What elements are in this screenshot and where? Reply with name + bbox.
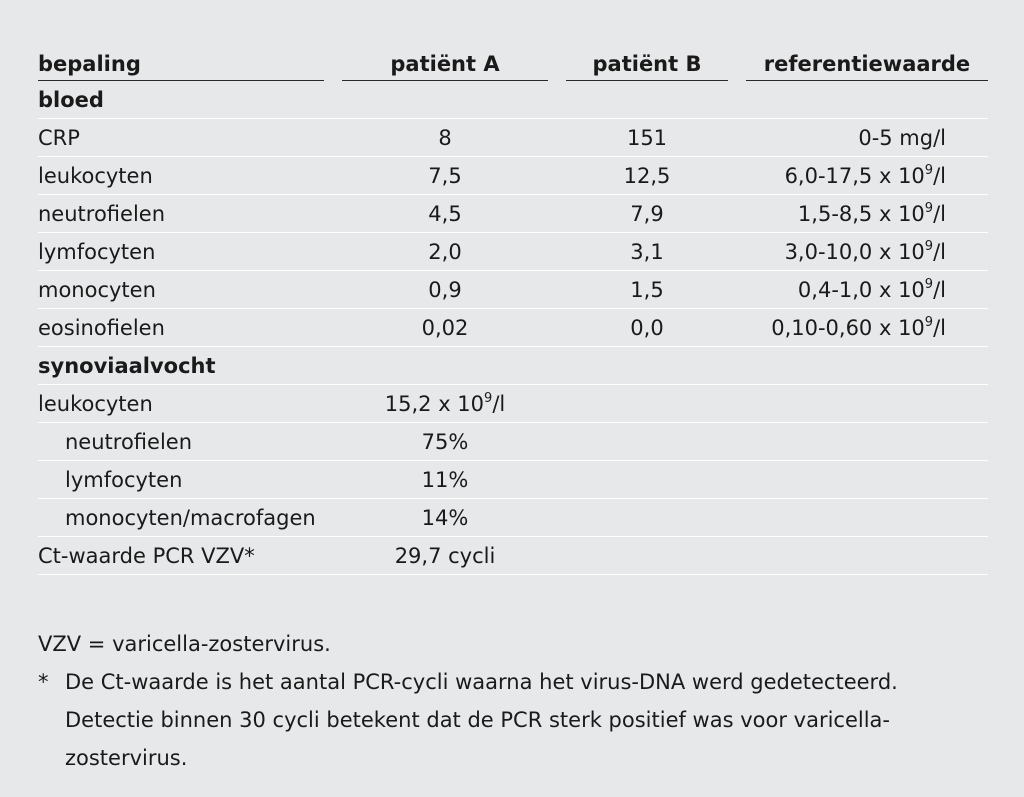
- row-name: neutrofielen: [38, 195, 324, 233]
- section-row-synoviaalvocht: synoviaalvocht: [38, 347, 988, 385]
- table-row: monocyten 0,9 1,5 0,4-1,0 x 109/l: [38, 271, 988, 309]
- row-name: monocyten: [38, 271, 324, 309]
- header-bepaling: bepaling: [38, 38, 324, 81]
- value-patient-a: 7,5: [342, 157, 548, 195]
- value-patient-a: 0,02: [342, 309, 548, 347]
- value-patient-a: 0,9: [342, 271, 548, 309]
- row-name: lymfocyten: [38, 461, 324, 499]
- table-row: leukocyten 7,5 12,5 6,0-17,5 x 109/l: [38, 157, 988, 195]
- table-row: lymfocyten 11%: [38, 461, 988, 499]
- row-name: monocyten/macrofagen: [38, 499, 324, 537]
- table-row: neutrofielen 75%: [38, 423, 988, 461]
- abbreviation-note: VZV = varicella-zostervirus.: [38, 632, 331, 656]
- footnote-mark: *: [38, 670, 49, 694]
- lab-results-panel: bepaling patiënt A patiënt B referentiew…: [38, 38, 988, 777]
- reference-value: 6,0-17,5 x 109/l: [746, 157, 988, 195]
- value-patient-b: 7,9: [566, 195, 728, 233]
- row-name: lymfocyten: [38, 233, 324, 271]
- row-name: Ct-waarde PCR VZV*: [38, 537, 324, 575]
- value-patient-a: 8: [342, 119, 548, 157]
- header-referentiewaarde: referentiewaarde: [746, 38, 988, 81]
- table-row: lymfocyten 2,0 3,1 3,0-10,0 x 109/l: [38, 233, 988, 271]
- value-patient-a: 14%: [342, 499, 548, 537]
- reference-value: 3,0-10,0 x 109/l: [746, 233, 988, 271]
- value-patient-b: 12,5: [566, 157, 728, 195]
- reference-value: 0,4-1,0 x 109/l: [746, 271, 988, 309]
- table-row: leukocyten 15,2 x 109/l: [38, 385, 988, 423]
- table-header-row: bepaling patiënt A patiënt B referentiew…: [38, 38, 988, 81]
- row-name: neutrofielen: [38, 423, 324, 461]
- value-patient-a: 2,0: [342, 233, 548, 271]
- row-name: leukocyten: [38, 385, 324, 423]
- reference-value: 0-5 mg/l: [746, 119, 988, 157]
- section-title: synoviaalvocht: [38, 347, 988, 385]
- table-row: CRP 8 151 0-5 mg/l: [38, 119, 988, 157]
- value-patient-a: 15,2 x 109/l: [342, 385, 548, 423]
- value-patient-a: 4,5: [342, 195, 548, 233]
- value-patient-a: 11%: [342, 461, 548, 499]
- value-patient-a: 29,7 cycli: [342, 537, 548, 575]
- value-patient-b: 151: [566, 119, 728, 157]
- footnotes: VZV = varicella-zostervirus. * De Ct-waa…: [38, 625, 988, 777]
- table-row: eosinofielen 0,02 0,0 0,10-0,60 x 109/l: [38, 309, 988, 347]
- row-name: CRP: [38, 119, 324, 157]
- footnote: * De Ct-waarde is het aantal PCR-cycli w…: [38, 663, 988, 777]
- header-patient-b: patiënt B: [566, 38, 728, 81]
- value-patient-b: 0,0: [566, 309, 728, 347]
- table-row: Ct-waarde PCR VZV* 29,7 cycli: [38, 537, 988, 575]
- section-row-bloed: bloed: [38, 81, 988, 119]
- section-title: bloed: [38, 81, 988, 119]
- header-patient-a: patiënt A: [342, 38, 548, 81]
- value-patient-a: 75%: [342, 423, 548, 461]
- reference-value: 1,5-8,5 x 109/l: [746, 195, 988, 233]
- row-name: leukocyten: [38, 157, 324, 195]
- value-patient-b: 1,5: [566, 271, 728, 309]
- value-patient-b: 3,1: [566, 233, 728, 271]
- reference-value: 0,10-0,60 x 109/l: [746, 309, 988, 347]
- lab-results-table: bepaling patiënt A patiënt B referentiew…: [38, 38, 988, 575]
- table-row: monocyten/macrofagen 14%: [38, 499, 988, 537]
- table-row: neutrofielen 4,5 7,9 1,5-8,5 x 109/l: [38, 195, 988, 233]
- footnote-text: De Ct-waarde is het aantal PCR-cycli waa…: [65, 670, 898, 770]
- row-name: eosinofielen: [38, 309, 324, 347]
